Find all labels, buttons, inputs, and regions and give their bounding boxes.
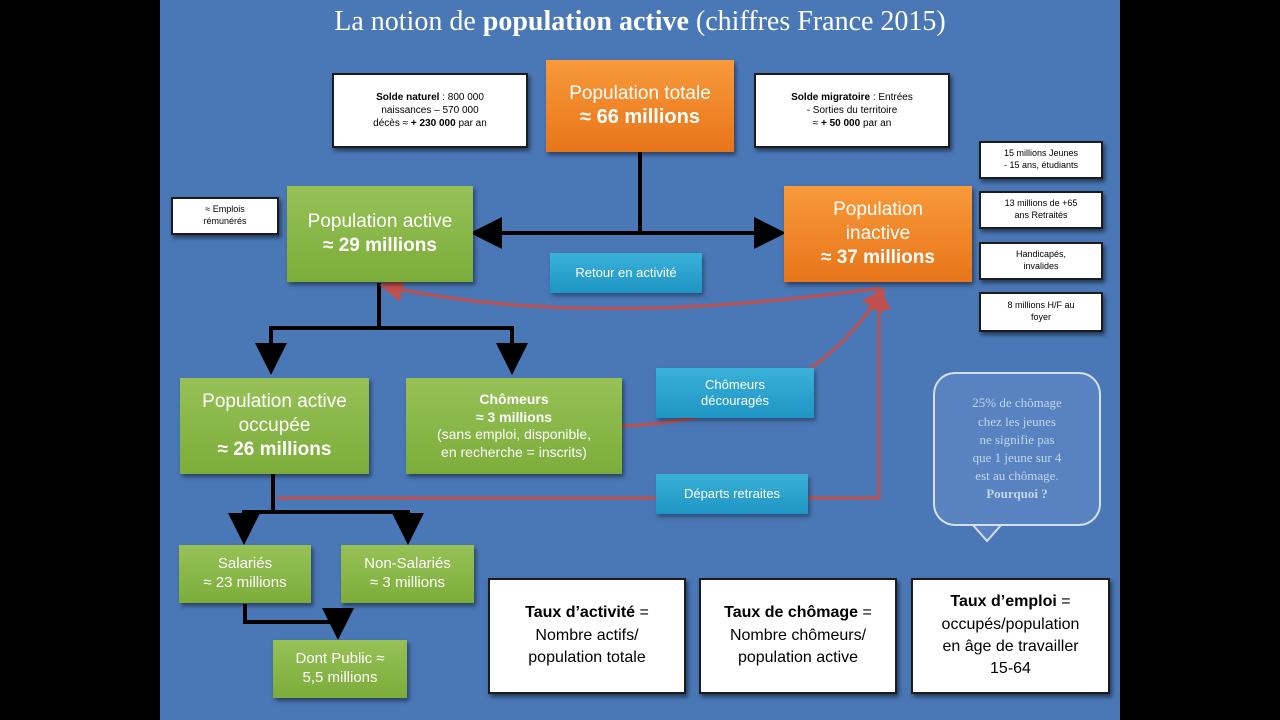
population-inactive-box: Population inactive ≈ 37 millions — [784, 186, 972, 282]
taux-activite-box: Taux d’activité = Nombre actifs/ populat… — [488, 578, 686, 694]
solde-naturel-box: Solde naturel : 800 000 naissances – 570… — [332, 73, 528, 148]
connectors — [228, 152, 1005, 640]
salaries-box: Salariés ≈ 23 millions — [179, 545, 311, 603]
bubble-tail — [969, 523, 1005, 543]
taux-emploi-box: Taux d’emploi = occupés/population en âg… — [911, 578, 1110, 694]
chomeurs-box: Chômeurs ≈ 3 millions (sans emploi, disp… — [406, 378, 622, 474]
arrow-active-to-chomeurs — [379, 326, 528, 375]
slide: La notion de population active (chiffres… — [160, 0, 1120, 720]
population-active-occupee-box: Population active occupée ≈ 26 millions — [180, 378, 369, 474]
population-active-box: Population active ≈ 29 millions — [287, 186, 473, 282]
arrow-occupee-to-salaries — [228, 474, 275, 545]
population-totale-box: Population totale ≈ 66 millions — [546, 60, 734, 152]
arrow-occupee-to-non-salaries — [273, 510, 424, 545]
population-totale-label: Population totale — [569, 82, 711, 104]
slide-title: La notion de population active (chiffres… — [334, 6, 946, 37]
emplois-remuneres-box: ≈ Emplois rémunérés — [171, 197, 279, 235]
arrow-salaries-to-public — [243, 604, 354, 640]
inactif-jeunes-box: 15 millions Jeunes - 15 ans, étudiants — [979, 141, 1103, 179]
population-active-label: Population active — [307, 211, 453, 233]
inactif-handicapes-box: Handicapés, invalides — [979, 242, 1103, 280]
departs-retraites-label: Départs retraites — [656, 474, 808, 514]
retour-activite-label: Retour en activité — [550, 253, 702, 293]
inactif-retraites-box: 13 millions de +65 ans Retraités — [979, 191, 1103, 229]
arrow-departs-retraites — [278, 286, 891, 500]
population-totale-value: ≈ 66 millions — [580, 106, 700, 129]
arrow-active-to-occupee — [255, 283, 381, 375]
chomeurs-decourages-label: Chômeurs découragés — [656, 368, 814, 418]
inactif-foyer-box: 8 millions H/F au foyer — [979, 292, 1103, 332]
dont-public-box: Dont Public ≈ 5,5 millions — [273, 640, 407, 698]
taux-chomage-box: Taux de chômage = Nombre chômeurs/ popul… — [699, 578, 897, 694]
non-salaries-box: Non-Salariés ≈ 3 millions — [341, 545, 474, 603]
solde-migratoire-box: Solde migratoire : Entrées - Sorties du … — [754, 73, 950, 148]
population-active-value: ≈ 29 millions — [323, 235, 437, 256]
arrow-retour-activite — [379, 278, 881, 311]
speech-bubble: 25% de chômage chez les jeunes ne signif… — [933, 372, 1101, 526]
